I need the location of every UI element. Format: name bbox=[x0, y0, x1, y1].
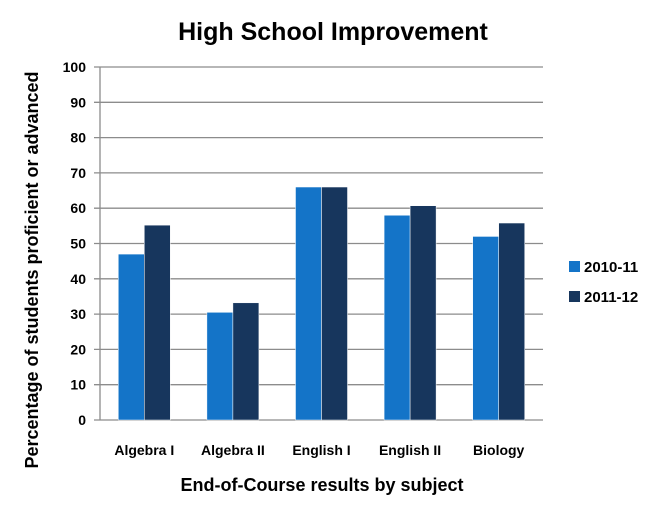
x-tick-label: English II bbox=[379, 442, 441, 458]
y-tick-label: 90 bbox=[70, 94, 86, 110]
bar-2011-12-algebra-i bbox=[144, 224, 171, 421]
bar-2011-12-algebra-ii bbox=[232, 302, 260, 421]
bar-2010-11-english-ii bbox=[383, 215, 411, 421]
x-tick-label: Algebra II bbox=[201, 442, 265, 458]
legend-swatch bbox=[569, 291, 580, 302]
y-tick-label: 80 bbox=[70, 130, 86, 146]
y-tick-label: 40 bbox=[70, 271, 86, 287]
x-axis-title: End-of-Course results by subject bbox=[180, 475, 463, 495]
y-tick-label: 50 bbox=[70, 236, 86, 252]
bar-2011-12-english-i bbox=[321, 186, 348, 421]
bar-2011-12-english-ii bbox=[409, 205, 437, 421]
y-tick-label: 20 bbox=[70, 341, 86, 357]
legend-label: 2011-12 bbox=[584, 289, 638, 306]
x-tick-label: English I bbox=[292, 442, 350, 458]
x-tick-label: Algebra I bbox=[114, 442, 174, 458]
x-axis-ticks: Algebra I Algebra II English I English II Bi… bbox=[114, 442, 524, 458]
y-tick-label: 70 bbox=[70, 165, 86, 181]
bar-2010-11-english-i bbox=[295, 186, 322, 421]
y-tick-label: 10 bbox=[70, 377, 86, 393]
bar-2011-12-biology bbox=[498, 222, 525, 421]
y-tick-label: 60 bbox=[70, 200, 86, 216]
legend-swatch bbox=[569, 261, 580, 272]
y-axis-title: Percentage of students proficient or adv… bbox=[22, 71, 42, 468]
legend-label: 2010-11 bbox=[584, 259, 638, 276]
y-tick-label: 0 bbox=[78, 412, 86, 428]
chart-title: High School Improvement bbox=[178, 18, 488, 46]
bar-2010-11-biology bbox=[472, 236, 499, 421]
y-tick-label: 30 bbox=[70, 306, 86, 322]
bar-2010-11-algebra-ii bbox=[206, 312, 234, 421]
x-tick-label: Biology bbox=[473, 442, 525, 458]
y-axis-ticks: 0 10 20 30 40 50 60 70 80 90 100 bbox=[63, 59, 87, 428]
legend: 2010-11 2011-12 bbox=[569, 259, 638, 306]
bar-2010-11-algebra-i bbox=[118, 253, 145, 421]
y-tick-label: 100 bbox=[63, 59, 87, 75]
bars bbox=[118, 186, 525, 421]
